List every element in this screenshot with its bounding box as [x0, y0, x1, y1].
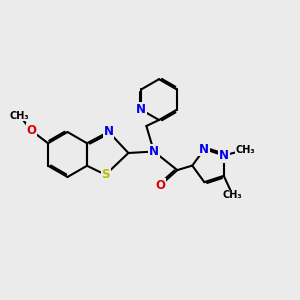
- Text: CH₃: CH₃: [236, 145, 255, 155]
- Text: CH₃: CH₃: [10, 111, 29, 121]
- Text: S: S: [101, 168, 110, 181]
- Text: O: O: [26, 124, 37, 137]
- Text: N: N: [199, 142, 209, 156]
- Text: CH₃: CH₃: [223, 190, 243, 200]
- Text: N: N: [219, 149, 229, 162]
- Text: O: O: [155, 179, 165, 192]
- Text: N: N: [149, 145, 159, 158]
- Text: N: N: [136, 103, 146, 116]
- Text: N: N: [103, 125, 114, 138]
